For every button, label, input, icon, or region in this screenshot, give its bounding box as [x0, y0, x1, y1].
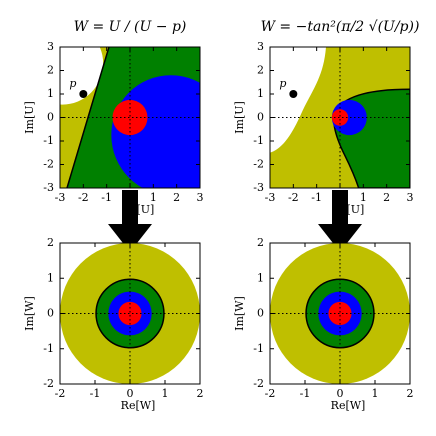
x-tick-label: 1 [360, 191, 367, 204]
x-tick-label: -1 [311, 191, 322, 204]
y-tick-label: -2 [43, 158, 54, 171]
region [331, 99, 367, 136]
point-label: p [279, 77, 286, 90]
y-axis-label: Im[U] [23, 101, 36, 134]
y-tick-label: 0 [47, 111, 54, 124]
y-axis-label: Im[U] [233, 101, 246, 134]
x-tick-label: 0 [337, 387, 344, 400]
region [112, 99, 148, 136]
y-tick-label: 2 [47, 64, 54, 77]
x-tick-label: -2 [265, 387, 276, 400]
region [118, 301, 142, 326]
y-axis-label: Im[W] [233, 296, 246, 331]
x-tick-label: 0 [127, 387, 134, 400]
region [328, 301, 352, 326]
y-tick-label: 1 [257, 87, 264, 100]
y-tick-label: 0 [257, 111, 264, 124]
panel: p -3 -2 -1 0 1 2 3 -3 -2 -1 0 1 2 3 Re[U] Im[U] W = U / (… [23, 19, 204, 216]
y-tick-label: -3 [253, 181, 264, 194]
region [331, 109, 349, 126]
x-axis-label: Re[U] [122, 203, 155, 216]
y-tick-label: -1 [253, 342, 264, 355]
y-tick-label: 2 [47, 236, 54, 249]
x-tick-label: 1 [162, 387, 169, 400]
y-tick-label: -3 [43, 181, 54, 194]
y-tick-label: 3 [257, 40, 264, 53]
x-tick-label: 0 [127, 191, 134, 204]
chart-title: W = −tan²(π/2 √(U/p)) [261, 19, 420, 35]
x-tick-label: -2 [55, 387, 66, 400]
x-tick-label: 2 [173, 191, 180, 204]
y-tick-label: 0 [47, 307, 54, 320]
y-tick-label: -1 [43, 134, 54, 147]
x-tick-label: 1 [150, 191, 157, 204]
x-tick-label: -3 [55, 191, 66, 204]
x-axis-label: Re[W] [121, 399, 156, 412]
x-tick-label: -1 [101, 191, 112, 204]
point [289, 90, 298, 98]
x-tick-label: -2 [288, 191, 299, 204]
y-tick-label: 2 [257, 236, 264, 249]
y-tick-label: 3 [47, 40, 54, 53]
x-tick-label: -1 [90, 387, 101, 400]
y-tick-label: -1 [43, 342, 54, 355]
y-tick-label: -2 [43, 377, 54, 390]
region [60, 47, 104, 105]
y-axis-label: Im[W] [23, 296, 36, 331]
x-tick-label: 1 [372, 387, 379, 400]
x-axis-label: Re[U] [332, 203, 365, 216]
y-tick-label: 2 [257, 64, 264, 77]
panel: p -3 -2 -1 0 1 2 3 -3 -2 -1 0 1 2 3 Re[U] Im[U] W = −tan²… [233, 19, 419, 216]
y-tick-label: -2 [253, 158, 264, 171]
x-tick-label: 2 [383, 191, 390, 204]
x-tick-label: -2 [78, 191, 89, 204]
arrow [318, 190, 362, 252]
x-tick-label: -3 [265, 191, 276, 204]
y-tick-label: 1 [47, 271, 54, 284]
y-tick-label: -1 [253, 134, 264, 147]
chart-title: W = U / (U − p) [74, 19, 187, 35]
y-tick-label: 1 [257, 271, 264, 284]
arrow [108, 190, 152, 252]
x-tick-label: -1 [300, 387, 311, 400]
x-tick-label: 2 [407, 387, 414, 400]
region [270, 47, 326, 153]
panel: -2 -1 0 1 2 -2 -1 0 1 2 Re[W] Im[W] [23, 236, 204, 412]
y-tick-label: -2 [253, 377, 264, 390]
y-tick-label: 1 [47, 87, 54, 100]
x-axis-label: Re[W] [331, 399, 366, 412]
panel: -2 -1 0 1 2 -2 -1 0 1 2 Re[W] Im[W] [233, 236, 414, 412]
point [79, 90, 88, 98]
x-tick-label: 2 [197, 387, 204, 400]
y-tick-label: 0 [257, 307, 264, 320]
point-label: p [69, 77, 76, 90]
x-tick-label: 3 [407, 191, 414, 204]
x-tick-label: 0 [337, 191, 344, 204]
x-tick-label: 3 [197, 191, 204, 204]
